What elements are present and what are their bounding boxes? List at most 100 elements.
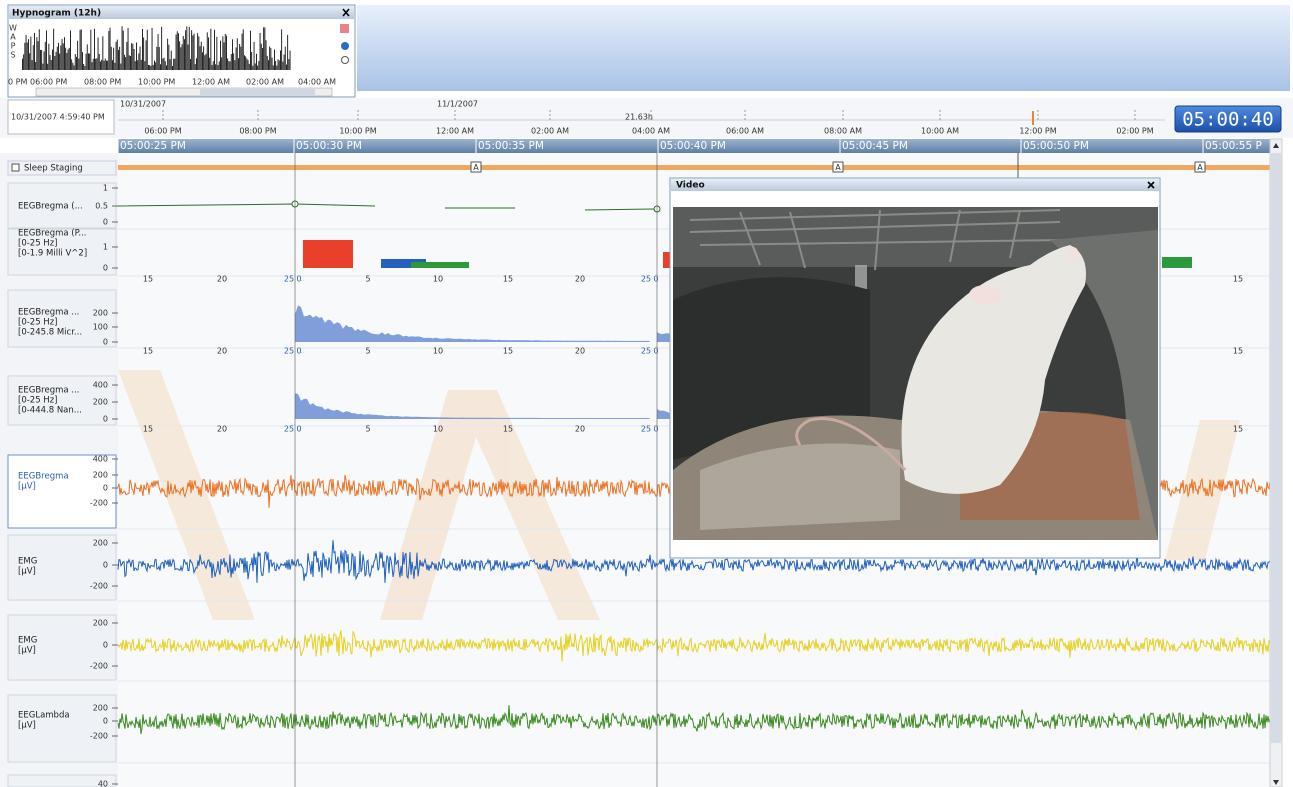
- scroll-thumb[interactable]: [200, 89, 315, 95]
- hypnogram-bar: [200, 46, 201, 70]
- channel-label: EEGBregma ...: [18, 386, 79, 396]
- x-tick-label: 20: [575, 347, 585, 356]
- hypnogram-bar: [159, 47, 160, 70]
- hypnogram-bar: [39, 29, 40, 70]
- hypnogram-bar: [60, 46, 61, 71]
- hypnogram-bar: [23, 54, 24, 70]
- ruler-label: 05:00:25 PM: [120, 140, 186, 152]
- x-tick-label: 20: [217, 347, 227, 356]
- overview-time: 06:00 AM: [726, 127, 764, 136]
- hypnogram-bar: [64, 37, 65, 70]
- hypnogram-bar: [190, 59, 191, 70]
- hypnogram-bar: [261, 44, 262, 70]
- x-tick-label: 15: [503, 275, 513, 284]
- hypnogram-bar: [42, 64, 43, 70]
- hypnogram-bar: [76, 57, 77, 70]
- icon[interactable]: [340, 24, 349, 33]
- channel-label: EEGBregma (...: [18, 202, 83, 212]
- hypnogram-bar: [116, 42, 117, 70]
- x-tick-label: 20: [575, 425, 585, 434]
- overview-time: 02:00 PM: [1116, 127, 1153, 136]
- hypnogram-bar: [208, 37, 209, 70]
- hypnogram-bar: [167, 39, 168, 70]
- hypnogram-bar: [34, 33, 35, 70]
- hypnogram-bar: [250, 31, 251, 70]
- hypnogram-bar: [220, 41, 221, 70]
- hypnogram-bar: [201, 42, 202, 70]
- hypnogram-bar: [285, 47, 286, 70]
- channel-label: [0-444.8 Nan...: [18, 406, 82, 416]
- hypnogram-bar: [281, 29, 282, 70]
- hypnogram-bar: [234, 60, 235, 70]
- hypnogram-bar: [178, 33, 179, 70]
- hypnogram-bar: [71, 59, 72, 70]
- hypnogram-bar: [138, 54, 139, 71]
- hypnogram-bar: [252, 66, 253, 70]
- hypnogram-bar: [78, 59, 79, 70]
- hypnogram-bar: [164, 58, 165, 70]
- hypnogram-bar: [212, 65, 213, 70]
- hypnogram-bar: [146, 40, 147, 70]
- hypnogram-bar: [207, 32, 208, 70]
- stage-label: S: [10, 51, 15, 60]
- hypnogram-bar: [100, 62, 101, 71]
- ruler-label: 05:00:45 PM: [842, 140, 908, 152]
- hypnogram-bar: [66, 53, 67, 70]
- hypnogram-bar: [266, 40, 267, 70]
- hypnogram-bar: [272, 58, 273, 70]
- info-icon[interactable]: [341, 42, 349, 50]
- hypnogram-bar: [230, 61, 231, 70]
- hypnogram-bar: [124, 55, 125, 70]
- y-tick-label: -200: [90, 732, 108, 741]
- hypnogram-bar: [69, 48, 70, 70]
- hypnogram-bar: [45, 42, 46, 70]
- ruler-label: 05:00:40 PM: [660, 140, 726, 152]
- hypnogram-bar: [219, 61, 220, 70]
- hypnogram-bar: [278, 59, 279, 70]
- hypnogram-bar: [152, 28, 153, 70]
- y-tick-label: 0: [103, 415, 108, 424]
- y-tick-label: -200: [90, 499, 108, 508]
- hypnogram-bar: [77, 41, 78, 70]
- hypnogram-bar: [130, 56, 131, 70]
- x-tick-label: 15: [1233, 425, 1243, 434]
- overview-date: 10/31/2007: [120, 100, 166, 109]
- x-tick-label: 5: [365, 347, 370, 356]
- x-tick-label: 15: [143, 425, 153, 434]
- hypnogram-bar: [93, 59, 94, 70]
- duration: 21.63h: [625, 113, 653, 122]
- channel-label: [0-245.8 Micr...: [18, 328, 82, 338]
- channel-label: [0-25 Hz]: [18, 239, 57, 249]
- y-tick-label: 1: [103, 243, 108, 252]
- hypnogram-bar: [142, 29, 143, 70]
- hypnogram-bar: [98, 38, 99, 71]
- hypnogram-bar: [197, 33, 198, 70]
- hypnogram-bar: [119, 47, 120, 70]
- expand-toggle[interactable]: [12, 164, 19, 171]
- hypnogram-bar: [275, 61, 276, 70]
- x-tick-label: 10: [433, 425, 443, 434]
- y-tick-label: 0: [103, 218, 108, 227]
- video-title: Video: [676, 181, 705, 191]
- stage-marker-label: A: [835, 163, 841, 172]
- toolbar-area: [357, 5, 1290, 91]
- stage-marker-label: A: [1197, 163, 1203, 172]
- hypnogram-bar: [113, 48, 114, 70]
- y-tick-label: 0: [103, 717, 108, 726]
- x-tick-label: 20: [217, 425, 227, 434]
- hypnogram-bar: [172, 66, 173, 70]
- hypnogram-bar: [48, 44, 49, 70]
- hypnogram-bar: [214, 30, 215, 70]
- stage-marker-label: A: [473, 163, 479, 172]
- scroll-thumb[interactable]: [1271, 153, 1281, 743]
- y-tick-label: 0: [103, 484, 108, 493]
- hypnogram-time: 08:00 PM: [84, 78, 121, 87]
- hypnogram-bar: [128, 28, 129, 70]
- hypnogram-bar: [180, 47, 181, 70]
- hypnogram-bar: [162, 59, 163, 70]
- hypnogram-bar: [231, 54, 232, 70]
- y-tick-label: -200: [90, 582, 108, 591]
- hypnogram-bar: [245, 56, 246, 70]
- hypnogram-bar: [82, 52, 83, 70]
- channel-label: [µV]: [18, 646, 36, 656]
